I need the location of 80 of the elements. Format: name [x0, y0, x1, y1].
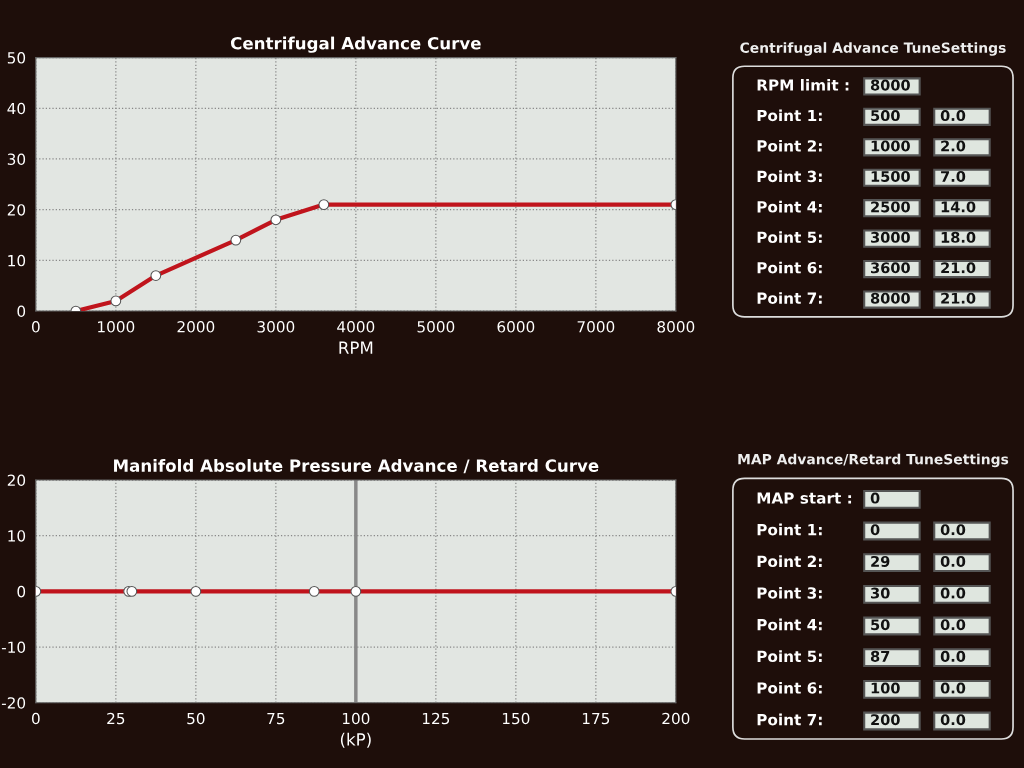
- text: Point 2:: [757, 555, 822, 568]
- text: 0: [870, 524, 880, 536]
- text: 0.0: [940, 110, 966, 122]
- x-tick-label: 175: [582, 712, 610, 725]
- text: Centrifugal Advance TuneSettings: [740, 42, 1006, 56]
- x-tick-label: 75: [267, 712, 285, 725]
- text: 0.0: [940, 619, 966, 631]
- text: 3600: [871, 262, 910, 274]
- x-axis-title: RPM: [339, 341, 373, 354]
- text: 1000: [871, 140, 910, 152]
- x-tick-label: 4000: [337, 321, 375, 333]
- text: MAP start :: [757, 492, 852, 504]
- x-tick-label: 5000: [417, 321, 455, 333]
- text: Point 3:: [757, 586, 822, 599]
- text: Point 6:: [757, 681, 822, 694]
- text: Point 7:: [757, 292, 822, 304]
- text: 8000: [870, 292, 910, 304]
- x-tick-label: 150: [502, 712, 530, 725]
- text: 50: [871, 619, 890, 631]
- text: 87: [870, 650, 890, 662]
- x-tick-label: 2000: [177, 321, 215, 333]
- chart-title: Manifold Absolute Pressure Advance / Retard Curve: [114, 459, 599, 474]
- text: 0.0: [940, 682, 966, 694]
- x-tick-label: 50: [187, 712, 205, 725]
- y-tick-label: 50: [7, 52, 26, 64]
- x-tick-label: 3000: [257, 321, 295, 333]
- x-tick-label: 1000: [98, 321, 135, 333]
- x-tick-label: 7000: [577, 321, 615, 333]
- text: 29: [871, 555, 890, 567]
- text: 0.0: [940, 555, 966, 567]
- text: MAP Advance/Retard TuneSettings: [738, 453, 1009, 468]
- x-tick-label: 100: [342, 712, 370, 725]
- text: 100: [871, 682, 900, 694]
- text: 21.0: [941, 292, 976, 304]
- x-tick-label: 0: [31, 712, 40, 725]
- text: 0.0: [940, 587, 966, 599]
- text: Point 7:: [757, 713, 822, 726]
- text: Point 1:: [757, 109, 822, 122]
- text: 3000: [871, 231, 910, 243]
- x-tick-label: 6000: [497, 321, 535, 333]
- x-tick-label: 25: [107, 712, 125, 725]
- text: Point 5:: [757, 231, 822, 244]
- text: 7.0: [941, 170, 966, 182]
- text: Point 4:: [757, 618, 822, 631]
- y-tick-label: -10: [1, 641, 26, 654]
- y-tick-label: 20: [7, 474, 26, 487]
- y-tick-label: -20: [1, 697, 26, 709]
- y-tick-label: 0: [17, 585, 26, 598]
- text: 500: [871, 110, 900, 122]
- x-tick-label: 200: [662, 712, 690, 725]
- text: Point 2:: [757, 139, 822, 152]
- x-tick-label: 125: [422, 712, 450, 725]
- text: 8000: [870, 79, 910, 91]
- text: Point 5:: [757, 650, 822, 663]
- text: 2.0: [941, 140, 966, 152]
- y-tick-label: 0: [17, 305, 26, 318]
- text: Point 6:: [757, 261, 822, 274]
- text: 14.0: [941, 201, 976, 213]
- text: RPM limit :: [757, 79, 849, 91]
- text: 0: [870, 492, 880, 504]
- text: 0.0: [940, 524, 966, 536]
- x-tick-label: 8000: [657, 321, 695, 333]
- x-axis-title: (kP): [340, 732, 371, 748]
- chart-title: Centrifugal Advance Curve: [230, 36, 481, 53]
- text: 30: [871, 587, 890, 599]
- text: Point 3:: [757, 170, 822, 183]
- y-tick-label: 20: [7, 204, 26, 216]
- text: 1500: [871, 170, 910, 182]
- x-tick-label: 0: [31, 321, 40, 333]
- text: 18.0: [941, 231, 976, 243]
- text: Point 4:: [757, 200, 822, 213]
- text: Point 1:: [757, 523, 822, 536]
- y-tick-label: 10: [8, 254, 26, 267]
- text: 21.0: [941, 262, 976, 274]
- y-tick-label: 30: [7, 153, 26, 165]
- y-tick-label: 10: [8, 530, 26, 542]
- text: 0.0: [940, 714, 966, 726]
- y-tick-label: 40: [7, 102, 26, 115]
- text: 2500: [871, 201, 910, 213]
- text: 0.0: [940, 650, 966, 662]
